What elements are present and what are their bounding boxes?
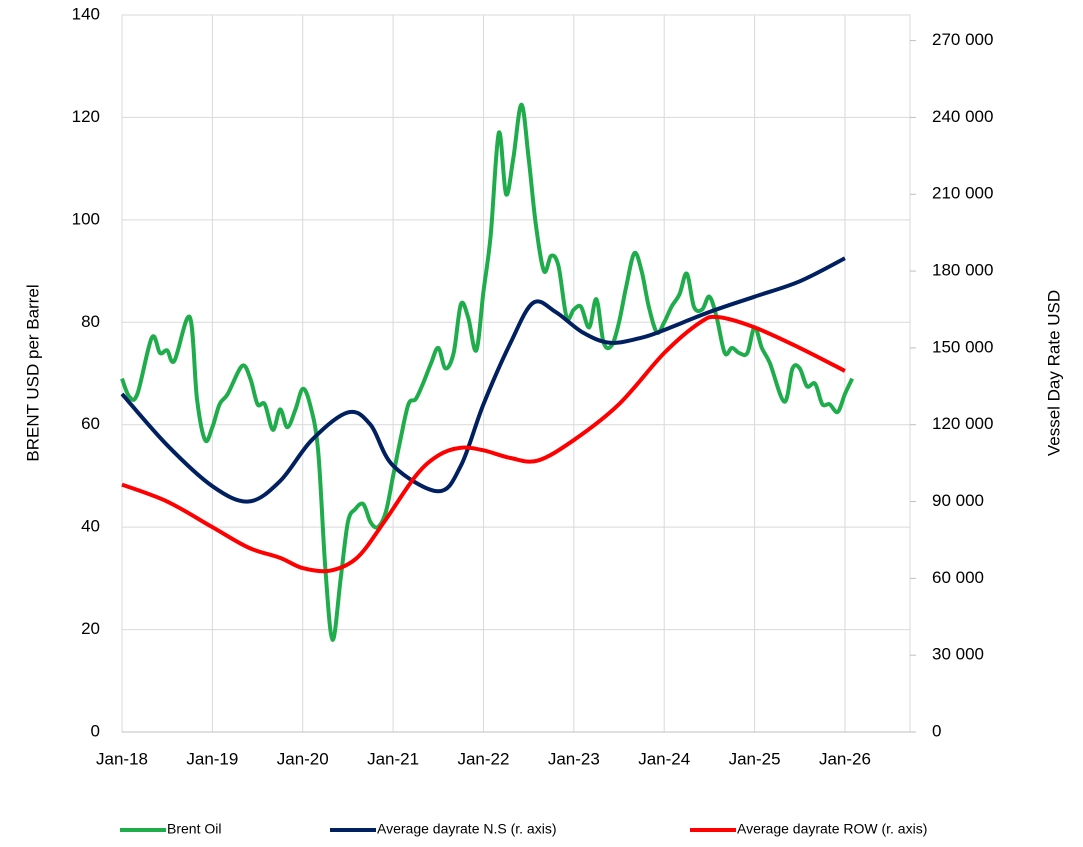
- y-tick-label: 0: [91, 721, 100, 740]
- x-tick-label: Jan-22: [457, 749, 509, 768]
- y-tick-label: 60: [81, 414, 100, 433]
- y-tick-label: 140: [72, 4, 100, 23]
- y2-tick-label: 30 000: [932, 645, 984, 664]
- legend-label: Average dayrate ROW (r. axis): [737, 821, 927, 837]
- y2-tick-label: 60 000: [932, 568, 984, 587]
- x-tick-label: Jan-18: [96, 749, 148, 768]
- series-line: [121, 314, 846, 574]
- y-tick-label: 20: [81, 619, 100, 638]
- y-tick-label: 100: [72, 209, 100, 228]
- x-tick-label: Jan-20: [277, 749, 329, 768]
- x-tick-label: Jan-21: [367, 749, 419, 768]
- x-tick-label: Jan-23: [548, 749, 600, 768]
- legend-label: Average dayrate N.S (r. axis): [377, 821, 556, 837]
- x-tick-label: Jan-19: [186, 749, 238, 768]
- y2-tick-label: 240 000: [932, 107, 993, 126]
- y2-tick-label: 0: [932, 721, 941, 740]
- y2-tick-label: 90 000: [932, 491, 984, 510]
- y2-tick-label: 210 000: [932, 184, 993, 203]
- y2-tick-label: 180 000: [932, 261, 993, 280]
- y-tick-label: 120: [72, 107, 100, 126]
- y2-tick-label: 270 000: [932, 30, 993, 49]
- series-line: [120, 256, 846, 504]
- x-tick-label: Jan-26: [819, 749, 871, 768]
- y-axis-label: BRENT USD per Barrel: [23, 284, 42, 461]
- x-tick-label: Jan-24: [638, 749, 690, 768]
- legend-label: Brent Oil: [167, 821, 221, 837]
- y-tick-label: 40: [81, 517, 100, 536]
- y2-axis-label: Vessel Day Rate USD: [1044, 290, 1063, 456]
- y2-tick-label: 150 000: [932, 337, 993, 356]
- y-tick-label: 80: [81, 312, 100, 331]
- y2-tick-label: 120 000: [932, 414, 993, 433]
- series-line: [120, 102, 854, 642]
- x-tick-label: Jan-25: [729, 749, 781, 768]
